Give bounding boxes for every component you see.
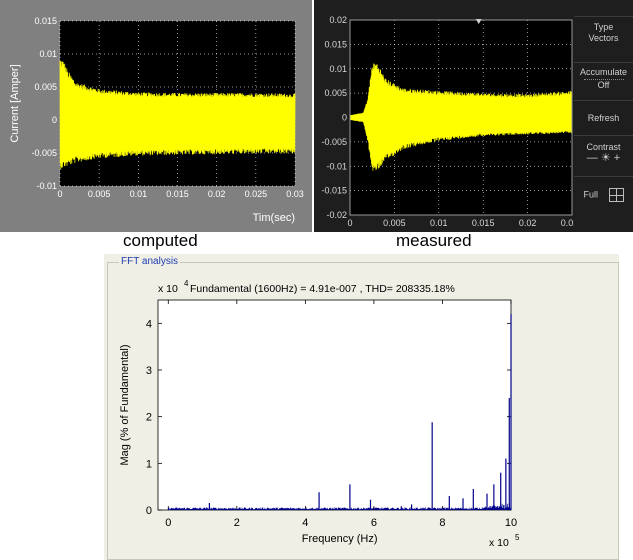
scope-separator (574, 135, 633, 136)
y-tick-label: 2 (146, 412, 152, 424)
x-tick-label: 0.02 (208, 189, 226, 199)
fft-x-multiplier-exponent: 5 (515, 533, 520, 542)
vectors-label: Vectors (588, 33, 619, 43)
y-tick-label: -0.005 (31, 148, 57, 158)
x-tick-label: 0 (347, 218, 352, 228)
y-tick-label: 4 (146, 318, 152, 330)
y-tick-label: 1 (146, 458, 152, 470)
contrast-label: Contrast (586, 142, 621, 152)
refresh-label: Refresh (587, 113, 620, 123)
full-button[interactable]: Full (574, 188, 633, 202)
fft-y-multiplier-exponent: 4 (184, 279, 189, 288)
x-tick-label: 0 (165, 517, 171, 529)
current-signal-line (59, 60, 296, 170)
current-signal-line (349, 63, 573, 171)
fft-y-multiplier: x 10 (158, 283, 178, 295)
measured-scope-panel: 0 0.005 0.01 0.015 0.02 0.025 -0.02 -0.015 -0.01… (314, 0, 633, 232)
accumulate-button[interactable]: Accumulate Off (574, 67, 633, 91)
x-tick-label: 10 (505, 517, 517, 529)
x-tick-label: 4 (302, 517, 308, 529)
type-label: Type (593, 22, 614, 32)
y-tick-label: -0.01 (36, 181, 57, 191)
y-tick-label: 0.01 (329, 64, 347, 74)
accumulate-state: Off (597, 80, 610, 90)
x-tick-label: 2 (234, 517, 240, 529)
x-tick-label: 0 (57, 189, 62, 199)
grid-icon (608, 188, 624, 202)
x-axis-label: Frequency (Hz) (302, 533, 378, 545)
fft-chart-title: Fundamental (1600Hz) = 4.91e-007 , THD= … (190, 283, 455, 295)
computed-current-chart: 0 0.005 0.01 0.015 0.02 0.025 0.03 -0.01 -0.005 0… (9, 16, 304, 224)
scope-separator (574, 16, 633, 17)
accumulate-divider (583, 79, 624, 80)
type-vectors-button[interactable]: Type Vectors (574, 22, 633, 44)
y-tick-label: -0.01 (326, 161, 347, 171)
contrast-control[interactable]: Contrast — ☀ + (574, 142, 633, 164)
scope-separator (574, 100, 633, 101)
y-tick-label: -0.02 (326, 210, 347, 220)
trigger-marker-icon (475, 19, 482, 24)
plot-border (349, 19, 573, 216)
x-tick-label: 0.02 (519, 218, 537, 228)
x-tick-label: 0.025 (561, 218, 574, 228)
y-tick-label: 0.015 (34, 16, 57, 26)
computed-scope-panel: 0 0.005 0.01 0.015 0.02 0.025 0.03 -0.01 -0.005 0… (0, 0, 312, 232)
y-tick-label: -0.015 (321, 186, 347, 196)
accumulate-label: Accumulate (579, 67, 628, 77)
y-tick-label: 3 (146, 365, 152, 377)
y-tick-label: 0 (146, 505, 152, 517)
x-tick-label: 0.03 (286, 189, 304, 199)
fft-x-multiplier: x 10 (489, 537, 509, 549)
y-axis-label: Current [Amper] (9, 64, 21, 142)
x-tick-label: 0.005 (383, 218, 406, 228)
x-tick-label: 0.015 (472, 218, 495, 228)
x-tick-label: 0.015 (166, 189, 189, 199)
x-tick-label: 0.01 (430, 218, 448, 228)
x-tick-label: 8 (439, 517, 445, 529)
scope-separator (574, 176, 633, 177)
fft-panel-title: FFT analysis (119, 256, 181, 267)
computed-caption: computed (123, 231, 198, 250)
y-axis-label: Mag (% of Fundamental) (119, 344, 131, 465)
fft-plot-area (157, 299, 512, 511)
y-tick-label: 0.015 (324, 39, 347, 49)
x-tick-label: 0.025 (245, 189, 268, 199)
y-tick-label: 0.005 (34, 82, 57, 92)
x-tick-label: 0.005 (88, 189, 111, 199)
y-tick-label: 0.02 (329, 15, 347, 25)
full-label: Full (583, 189, 598, 200)
x-tick-label: 6 (371, 517, 377, 529)
x-axis-label: Tim(sec) (253, 212, 295, 224)
scope-separator (574, 62, 633, 63)
measured-current-chart: 0 0.005 0.01 0.015 0.02 0.025 -0.02 -0.015 -0.01… (321, 15, 583, 228)
y-tick-label: 0.005 (324, 88, 347, 98)
refresh-button[interactable]: Refresh (574, 113, 633, 124)
x-tick-label: 0.01 (130, 189, 148, 199)
contrast-slider-icon: — ☀ + (586, 152, 621, 164)
y-tick-label: 0 (342, 113, 347, 123)
measured-caption: measured (396, 231, 472, 250)
y-tick-label: 0.01 (39, 49, 57, 59)
y-tick-label: 0 (52, 115, 57, 125)
y-tick-label: -0.005 (321, 137, 347, 147)
